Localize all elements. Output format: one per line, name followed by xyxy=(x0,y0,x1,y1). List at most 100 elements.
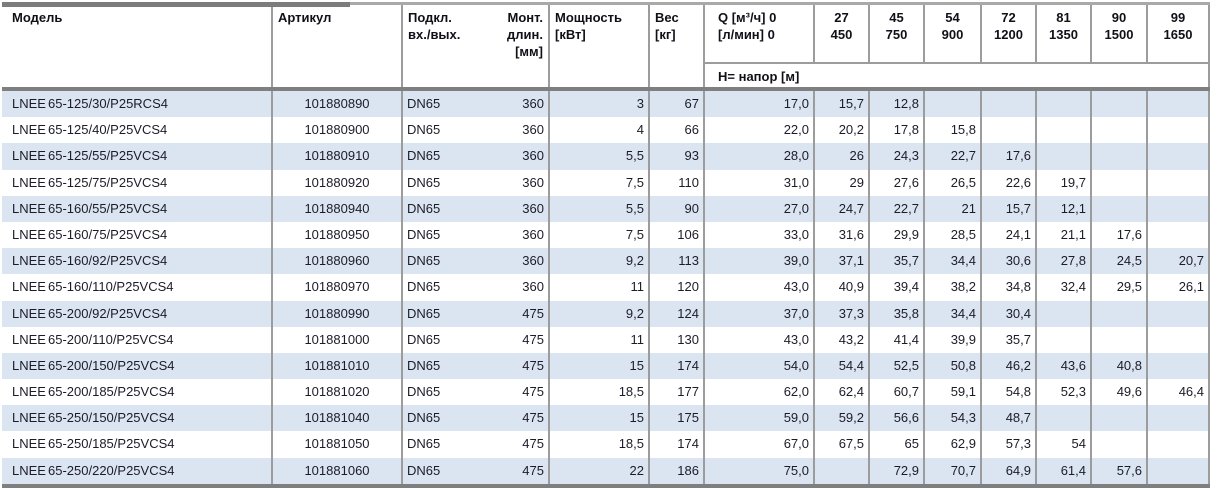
mount-value: 360 xyxy=(522,122,544,138)
head-cell: 24,7 xyxy=(815,195,870,222)
model-prefix: LNEE xyxy=(12,148,46,164)
table-row: LNEE 65-250/150/P25VCS4 101881040 DN65 47… xyxy=(2,405,1210,432)
flow-m3h-value: 54 xyxy=(945,10,960,25)
model-name: 65-125/40/P25VCS4 xyxy=(48,122,168,138)
connection-cell: DN65 360 xyxy=(403,117,550,144)
head-cell xyxy=(1092,326,1148,353)
head-cell xyxy=(1092,300,1148,327)
column-header-power: Мощность [кВт] xyxy=(550,5,650,87)
head-cell: 39,0 xyxy=(705,248,815,275)
head-cell: 12,1 xyxy=(1037,195,1092,222)
model-name: 65-200/92/P25VCS4 xyxy=(48,305,168,321)
mount-value: 475 xyxy=(522,331,544,347)
head-cell xyxy=(1037,117,1092,144)
head-cell: 22,0 xyxy=(705,117,815,144)
column-header-connection: Подкл. вх./вых. xyxy=(408,10,461,42)
dn-value: DN65 xyxy=(407,174,441,190)
table-row: LNEE 65-200/92/P25VCS4 101880990 DN65 475… xyxy=(2,300,1210,327)
mount-value: 360 xyxy=(522,174,544,190)
head-cell xyxy=(1092,117,1148,144)
connection-cell: DN65 360 xyxy=(403,274,550,301)
article-cell: 101881000 xyxy=(273,326,403,353)
weight-cell: 90 xyxy=(650,195,705,222)
weight-cell: 177 xyxy=(650,379,705,406)
table-body: LNEE 65-125/30/P25RCS4 101880890 DN65 360… xyxy=(2,91,1210,484)
dn-value: DN65 xyxy=(407,226,441,242)
article-cell: 101881040 xyxy=(273,405,403,432)
head-cell: 35,8 xyxy=(870,300,925,327)
power-cell: 18,5 xyxy=(550,431,650,458)
model-cell: LNEE 65-160/75/P25VCS4 xyxy=(2,221,273,249)
table-row: LNEE 65-200/185/P25VCS4 101881020 DN65 47… xyxy=(2,379,1210,406)
head-cell: 43,0 xyxy=(705,326,815,353)
mount-value: 475 xyxy=(522,305,544,321)
head-cell xyxy=(1037,300,1092,327)
model-name: 65-250/185/P25VCS4 xyxy=(48,436,175,452)
model-name: 65-200/150/P25VCS4 xyxy=(48,357,175,373)
flow-m3h-value: 27 xyxy=(834,10,849,25)
head-cell xyxy=(1092,91,1148,118)
mount-value: 360 xyxy=(522,96,544,111)
flow-lmin-value: 750 xyxy=(885,27,908,42)
column-header-flow-value: 54 900 xyxy=(925,5,982,62)
head-cell: 43,0 xyxy=(705,274,815,301)
connection-cell: DN65 360 xyxy=(403,248,550,275)
weight-cell: 186 xyxy=(650,457,705,484)
mount-value: 475 xyxy=(522,436,544,452)
table-row: LNEE 65-250/220/P25VCS4 101881060 DN65 47… xyxy=(2,457,1210,484)
flow-m3h-value: 72 xyxy=(1001,10,1016,25)
head-cell: 26,1 xyxy=(1148,274,1210,301)
dn-value: DN65 xyxy=(407,436,441,452)
head-cell: 49,6 xyxy=(1092,379,1148,406)
flow-lmin-value: 450 xyxy=(830,27,853,42)
head-cell: 28,5 xyxy=(925,221,982,249)
connection-cell: DN65 475 xyxy=(403,352,550,380)
model-name: 65-160/110/P25VCS4 xyxy=(48,279,174,295)
weight-cell: 130 xyxy=(650,326,705,353)
head-cell xyxy=(982,91,1037,118)
flow-lmin-value: 900 xyxy=(941,27,964,42)
weight-cell: 124 xyxy=(650,300,705,327)
flow-m3h-value: 99 xyxy=(1170,10,1186,25)
head-cell: 22,7 xyxy=(870,195,925,222)
model-name: 65-160/75/P25VCS4 xyxy=(48,226,168,242)
head-cell: 62,0 xyxy=(705,379,815,406)
head-cell: 15,8 xyxy=(925,117,982,144)
head-cell: 40,8 xyxy=(1092,352,1148,380)
head-cell xyxy=(815,457,870,484)
column-header-flow-value: 81 1350 xyxy=(1037,5,1092,62)
head-cell: 20,2 xyxy=(815,117,870,144)
head-cell xyxy=(1148,300,1210,327)
mount-value: 475 xyxy=(522,357,544,373)
weight-cell: 120 xyxy=(650,274,705,301)
connection-cell: DN65 360 xyxy=(403,169,550,196)
head-cell: 57,3 xyxy=(982,431,1037,458)
model-prefix: LNEE xyxy=(12,174,46,190)
weight-cell: 175 xyxy=(650,405,705,432)
head-cell: 72,9 xyxy=(870,457,925,484)
model-prefix: LNEE xyxy=(12,279,46,295)
mount-value: 360 xyxy=(522,279,544,295)
head-cell xyxy=(1148,91,1210,118)
dn-value: DN65 xyxy=(407,148,441,164)
head-cell: 32,4 xyxy=(1037,274,1092,301)
model-name: 65-160/55/P25VCS4 xyxy=(48,200,168,216)
dn-value: DN65 xyxy=(407,305,441,321)
head-cell: 62,4 xyxy=(815,379,870,406)
head-cell: 17,6 xyxy=(982,143,1037,170)
connection-cell: DN65 475 xyxy=(403,457,550,484)
power-cell: 15 xyxy=(550,352,650,380)
head-cell: 43,2 xyxy=(815,326,870,353)
head-cell: 21,1 xyxy=(1037,221,1092,249)
dn-value: DN65 xyxy=(407,410,441,426)
head-cell: 65 xyxy=(870,431,925,458)
head-cell: 27,8 xyxy=(1037,248,1092,275)
connection-cell: DN65 475 xyxy=(403,431,550,458)
model-cell: LNEE 65-125/55/P25VCS4 xyxy=(2,143,273,170)
head-cell: 75,0 xyxy=(705,457,815,484)
dn-value: DN65 xyxy=(407,96,441,111)
table-row: LNEE 65-125/75/P25VCS4 101880920 DN65 360… xyxy=(2,169,1210,196)
head-cell: 54,4 xyxy=(815,352,870,380)
article-cell: 101880970 xyxy=(273,274,403,301)
head-cell xyxy=(1148,169,1210,196)
